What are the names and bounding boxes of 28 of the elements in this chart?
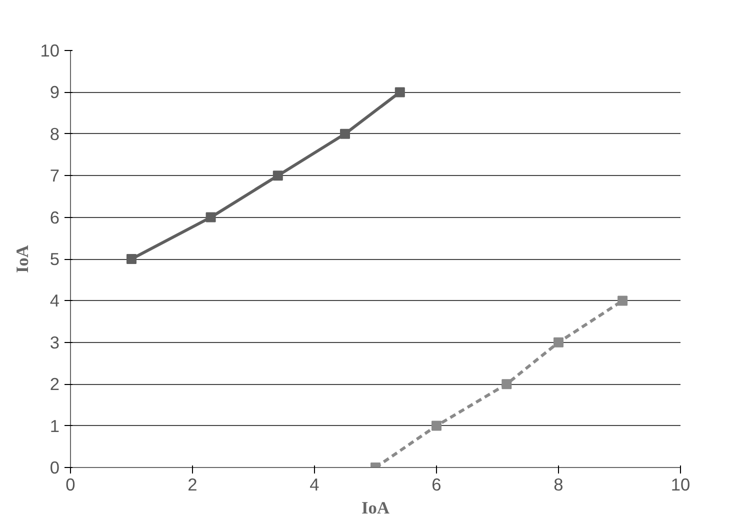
y-tick-label: 8 — [50, 124, 60, 144]
y-tick-label: 7 — [50, 166, 60, 186]
x-tick-label: 2 — [188, 474, 198, 494]
x-tick-label: 0 — [66, 474, 76, 494]
x-tick-label: 8 — [554, 474, 564, 494]
y-axis-title: IoA — [13, 244, 32, 273]
point — [206, 212, 216, 222]
y-tick-label: 2 — [50, 374, 60, 394]
point — [554, 337, 564, 348]
y-tick-label: 6 — [50, 207, 60, 228]
point — [394, 87, 405, 98]
y-tick-label: 4 — [50, 290, 60, 311]
point — [502, 379, 512, 390]
x-tick-label: 10 — [670, 474, 690, 494]
x-axis-title: IoA — [362, 498, 390, 518]
point — [126, 254, 136, 264]
x-tick-label: 4 — [310, 474, 320, 494]
y-tick-label: 3 — [50, 332, 60, 352]
y-tick-label: 5 — [50, 249, 60, 269]
point — [618, 296, 628, 306]
point — [340, 128, 350, 139]
y-tick-label: 9 — [50, 82, 60, 102]
y-tick-label: 10 — [40, 40, 60, 60]
y-tick-label: 1 — [50, 416, 60, 436]
point — [432, 420, 442, 431]
y-tick-label: 0 — [50, 458, 60, 478]
point — [272, 170, 283, 181]
x-tick-label: 6 — [432, 474, 442, 494]
